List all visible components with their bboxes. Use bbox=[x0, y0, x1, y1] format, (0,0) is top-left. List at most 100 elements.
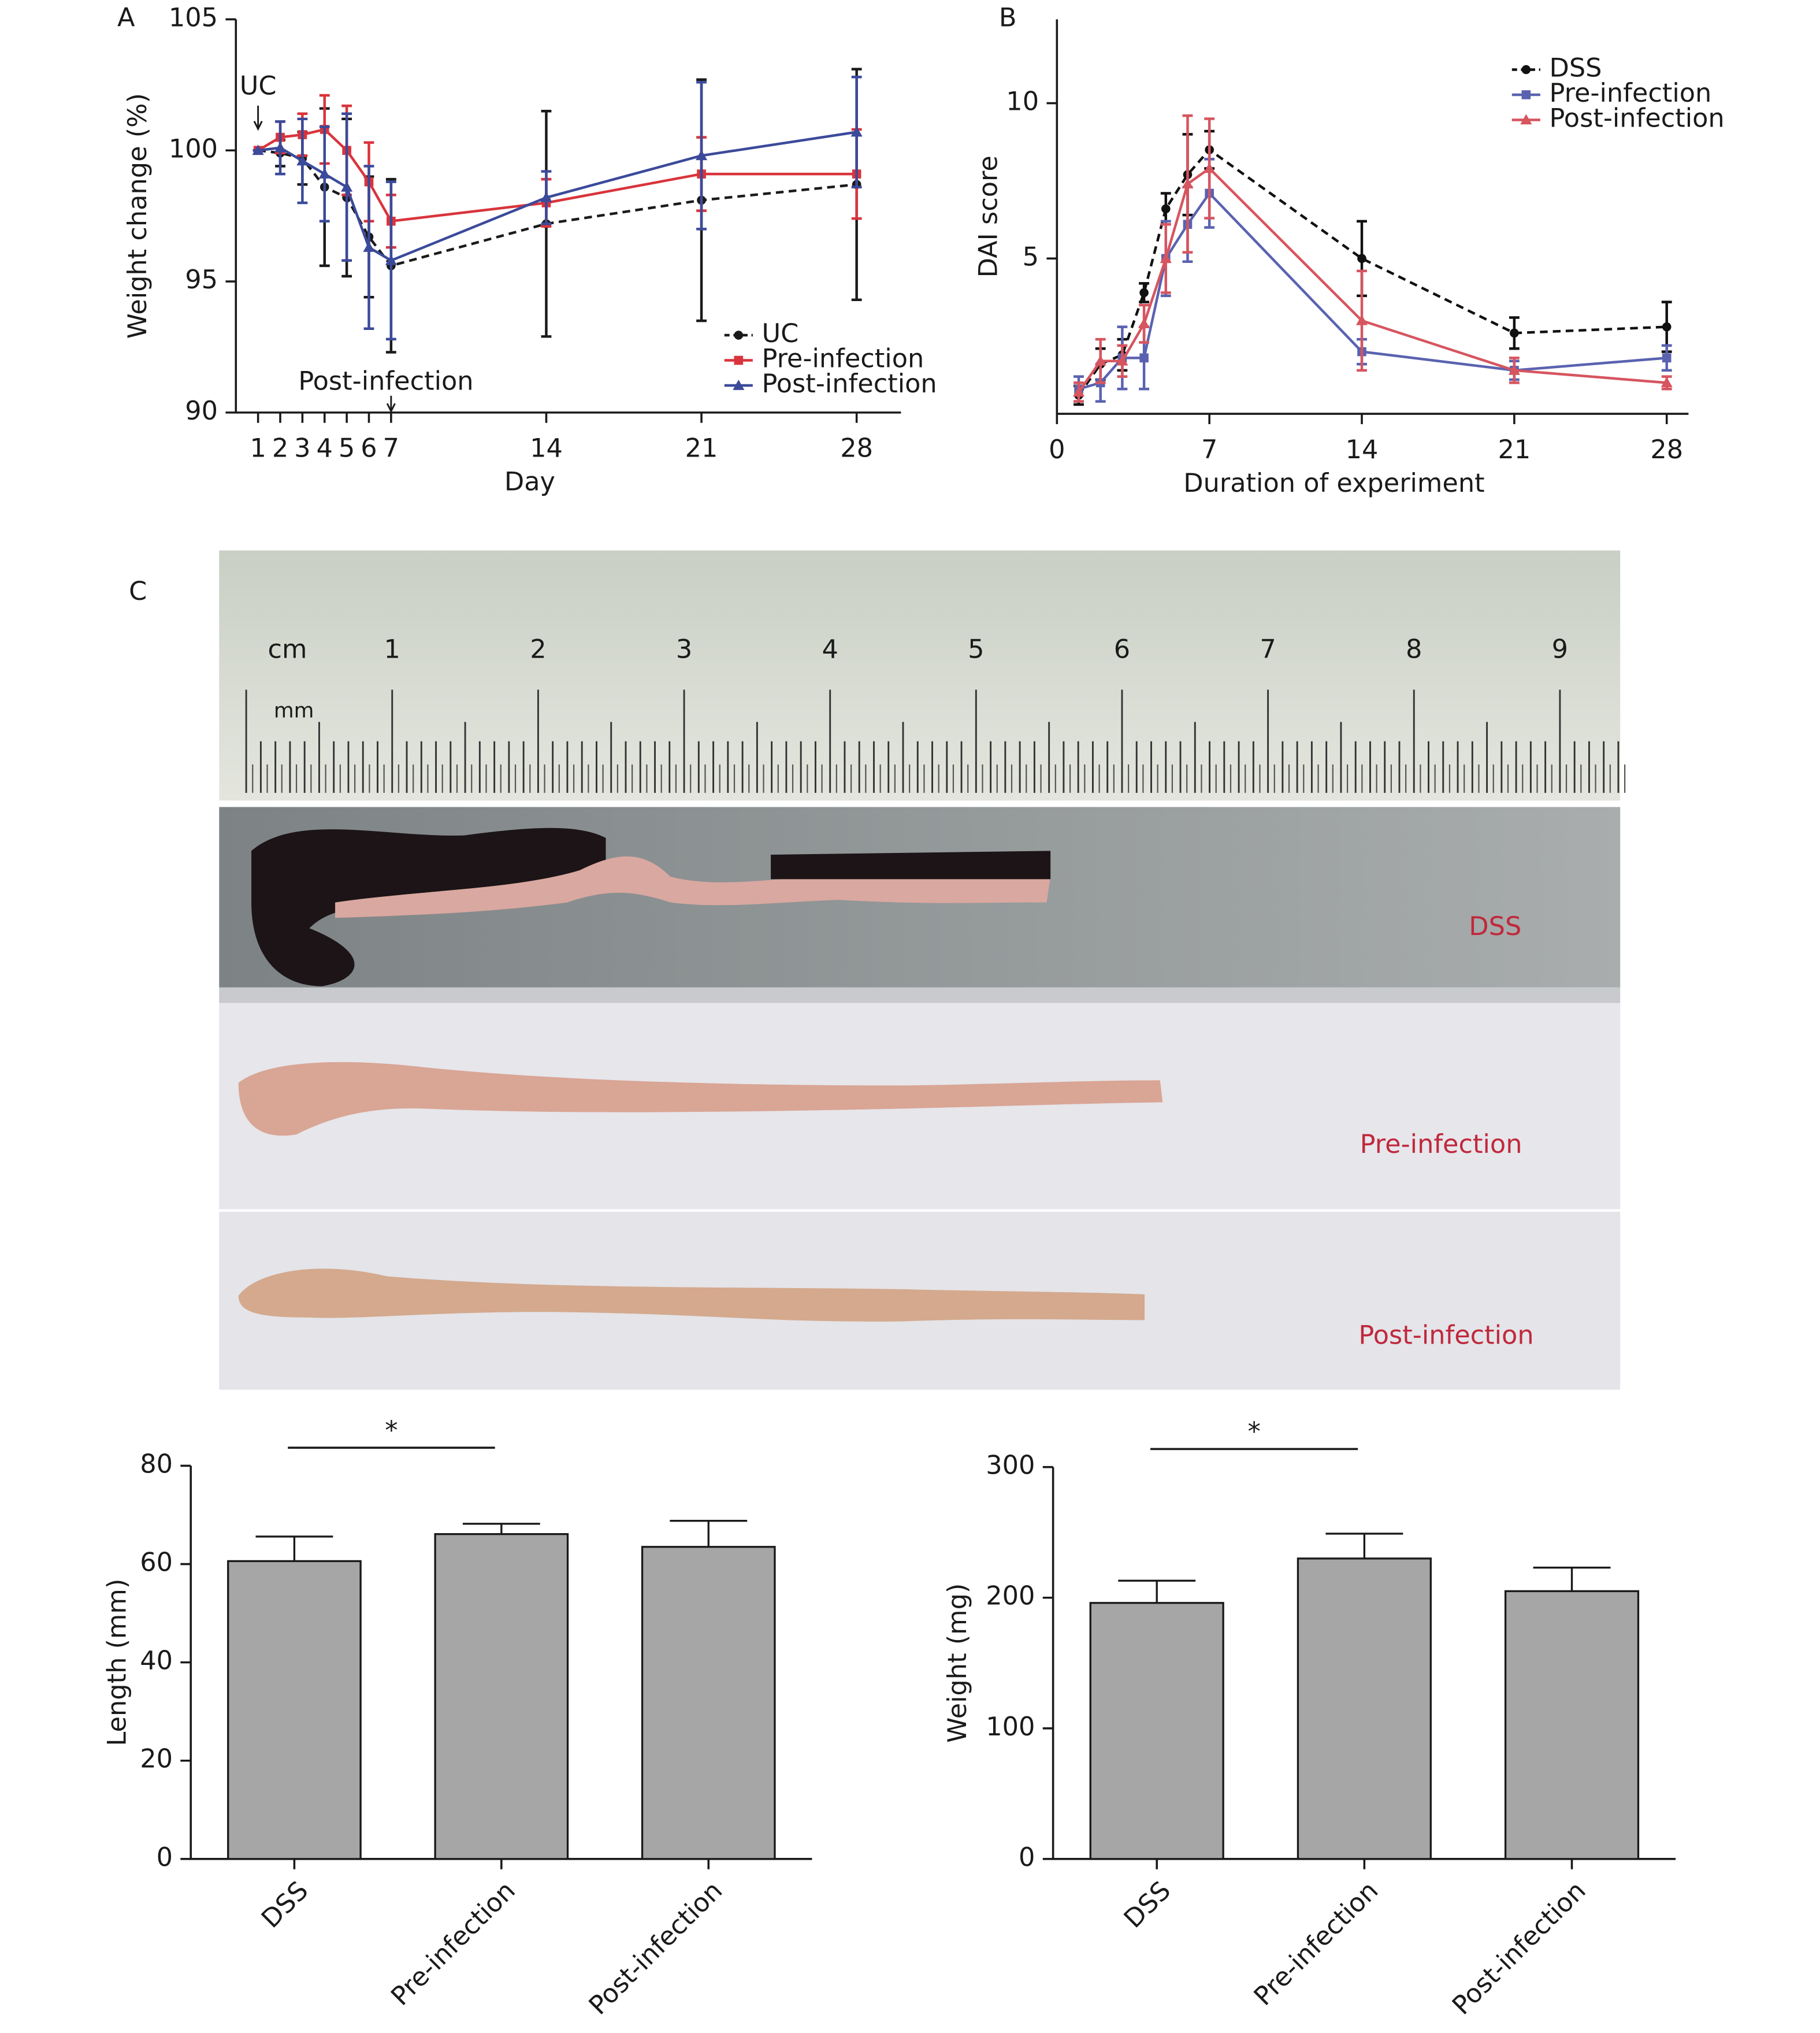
annotation: Post-infection bbox=[298, 366, 473, 396]
x-tick-label: 2 bbox=[272, 433, 288, 463]
y-axis-label: Length (mm) bbox=[102, 1579, 132, 1746]
error-bar bbox=[1118, 1579, 1196, 1603]
error-bar bbox=[1533, 1567, 1611, 1591]
x-tick-label: Post-infection bbox=[583, 1875, 728, 2020]
data-point bbox=[1160, 253, 1172, 264]
ruler-label: 7 bbox=[1260, 635, 1276, 665]
data-point bbox=[1116, 355, 1128, 366]
panel-letter: C bbox=[129, 576, 147, 606]
y-tick-label: 10 bbox=[1006, 87, 1039, 117]
data-point bbox=[1662, 322, 1672, 332]
x-tick-label: Pre-infection bbox=[385, 1875, 521, 2011]
y-tick-label: 40 bbox=[140, 1646, 173, 1676]
legend-label: Pre-infection bbox=[1549, 78, 1711, 108]
data-point bbox=[1510, 328, 1519, 338]
ruler-unit: mm bbox=[274, 699, 314, 722]
legend-marker bbox=[1521, 65, 1531, 75]
x-tick-label: Post-infection bbox=[1446, 1875, 1591, 2020]
data-point bbox=[850, 126, 863, 137]
data-point bbox=[1508, 364, 1520, 375]
x-tick-label: Pre-infection bbox=[1248, 1875, 1384, 2011]
y-tick-label: 200 bbox=[986, 1581, 1035, 1611]
y-tick-label: 0 bbox=[1019, 1842, 1035, 1872]
divider bbox=[219, 987, 1621, 1003]
error-bar bbox=[1325, 1533, 1403, 1559]
series-line bbox=[257, 128, 857, 223]
bar bbox=[1504, 1590, 1640, 1860]
x-tick-label: 21 bbox=[1498, 435, 1531, 465]
error-bar bbox=[670, 1520, 748, 1547]
series-line bbox=[258, 149, 857, 268]
data-point bbox=[1662, 353, 1672, 363]
y-tick-label: 5 bbox=[1023, 242, 1039, 272]
x-tick-label: 1 bbox=[250, 433, 266, 463]
x-axis-label: Day bbox=[504, 467, 555, 497]
error-bar bbox=[255, 1535, 333, 1561]
y-axis-label: DAI score bbox=[973, 155, 1003, 277]
arrow bbox=[253, 105, 263, 131]
dss-colon bbox=[335, 856, 1051, 918]
annotation: UC bbox=[240, 71, 277, 101]
y-tick-label: 100 bbox=[986, 1712, 1035, 1742]
data-point bbox=[1094, 355, 1106, 366]
ruler-label: 2 bbox=[530, 635, 546, 665]
y-tick-label: 20 bbox=[140, 1744, 173, 1774]
data-point bbox=[1357, 254, 1366, 264]
ruler-unit: cm bbox=[268, 635, 307, 665]
pre-colon bbox=[238, 1062, 1163, 1136]
legend-label: Pre-infection bbox=[762, 344, 924, 374]
y-tick-label: 100 bbox=[169, 133, 218, 164]
data-point bbox=[341, 181, 353, 192]
legend-label: DSS bbox=[1549, 53, 1602, 83]
data-point bbox=[1139, 353, 1149, 363]
panel-letter: A bbox=[117, 2, 135, 32]
x-tick-label: 0 bbox=[1049, 435, 1065, 465]
x-tick-label: 28 bbox=[1650, 435, 1683, 465]
data-point bbox=[252, 144, 264, 155]
legend-marker bbox=[734, 331, 744, 340]
y-tick-label: 300 bbox=[986, 1450, 1035, 1481]
series-line bbox=[258, 131, 857, 262]
x-tick-label: DSS bbox=[1118, 1875, 1176, 1934]
legend-marker bbox=[1521, 90, 1531, 99]
x-axis-label: Duration of experiment bbox=[1183, 468, 1484, 498]
post-colon bbox=[238, 1268, 1145, 1322]
bar bbox=[1297, 1557, 1432, 1860]
significance-label: * bbox=[385, 1415, 398, 1445]
series-line bbox=[1078, 191, 1667, 391]
y-tick-label: 80 bbox=[140, 1449, 173, 1479]
ruler-label: 1 bbox=[384, 635, 400, 665]
x-tick-label: 4 bbox=[317, 433, 333, 463]
data-point bbox=[385, 254, 397, 265]
x-tick-label: 6 bbox=[361, 433, 377, 463]
dss-colon-dark bbox=[251, 828, 606, 986]
significance-label: * bbox=[1247, 1417, 1260, 1447]
y-tick-label: 95 bbox=[185, 265, 218, 295]
data-point bbox=[696, 150, 708, 161]
data-point bbox=[1139, 288, 1149, 298]
sample-label: DSS bbox=[1469, 911, 1521, 941]
ruler-label: 6 bbox=[1114, 635, 1130, 665]
data-point bbox=[540, 191, 552, 202]
data-point bbox=[1355, 314, 1368, 325]
dss-colon-dark bbox=[771, 851, 1051, 880]
ruler bbox=[245, 689, 1626, 793]
legend-label: UC bbox=[762, 318, 798, 348]
y-tick-label: 90 bbox=[185, 396, 218, 426]
x-tick-label: DSS bbox=[255, 1875, 314, 1934]
data-point bbox=[1138, 318, 1150, 329]
y-tick-label: 105 bbox=[169, 2, 218, 32]
bar bbox=[227, 1560, 362, 1860]
photo-panel: C cm mm DSS Pre-infection Post-infection bbox=[129, 550, 1626, 1390]
x-tick-label: 28 bbox=[840, 433, 873, 463]
x-tick-label: 7 bbox=[383, 433, 399, 463]
ruler-label: 8 bbox=[1406, 635, 1422, 665]
ruler-label: 9 bbox=[1552, 635, 1568, 665]
error-bar bbox=[462, 1523, 540, 1534]
legend-label: Post-infection bbox=[1549, 103, 1724, 133]
legend-marker bbox=[1520, 114, 1532, 125]
ruler-background bbox=[219, 550, 1621, 801]
y-tick-label: 60 bbox=[140, 1548, 173, 1578]
